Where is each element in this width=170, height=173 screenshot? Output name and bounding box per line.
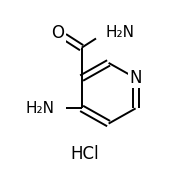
Text: O: O bbox=[52, 24, 65, 42]
Text: N: N bbox=[129, 69, 142, 87]
Text: H₂N: H₂N bbox=[26, 101, 55, 116]
Text: H₂N: H₂N bbox=[105, 25, 134, 40]
Text: HCl: HCl bbox=[71, 145, 99, 163]
